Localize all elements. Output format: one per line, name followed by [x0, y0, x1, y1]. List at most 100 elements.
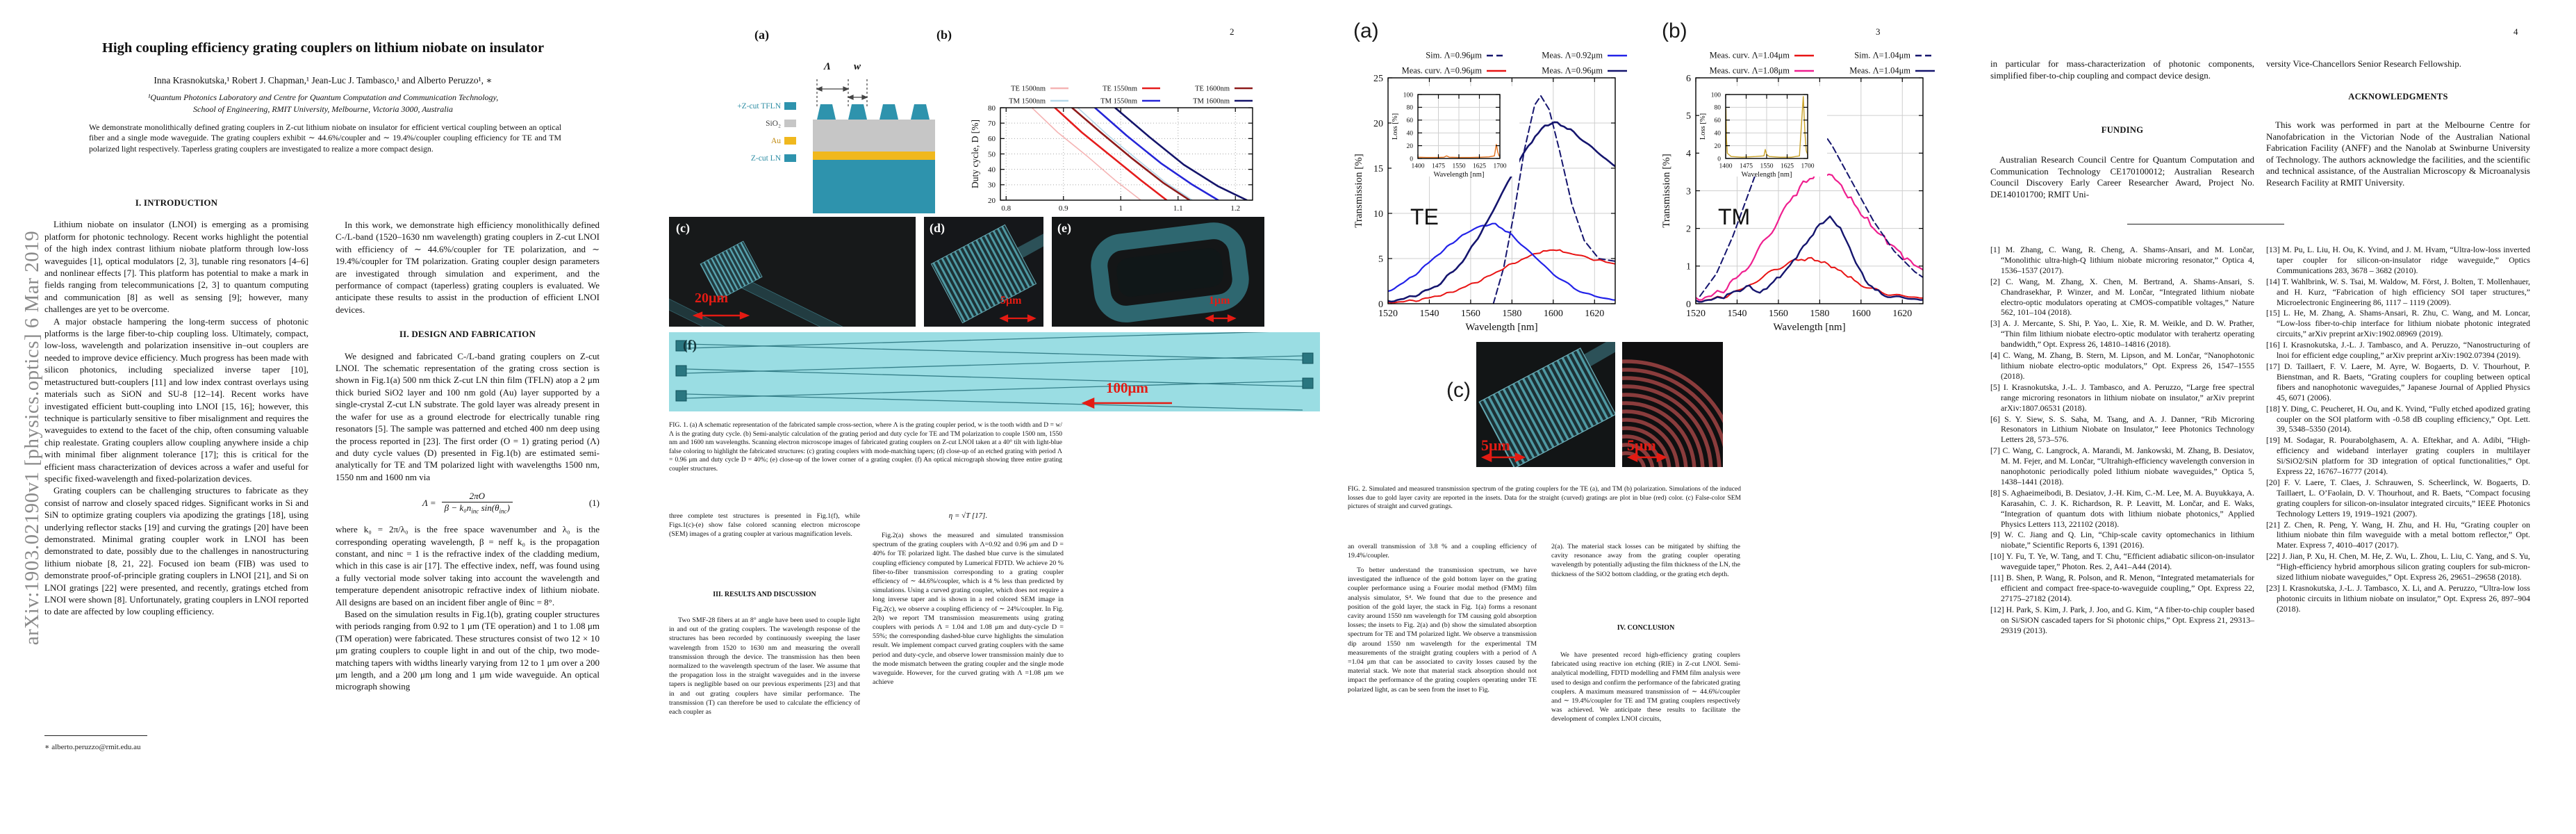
svg-text:1: 1	[1686, 262, 1691, 272]
funding-paragraph: Australian Research Council Centre for Q…	[1990, 154, 2254, 199]
svg-text:60: 60	[1715, 117, 1722, 124]
section-heading-results: III. RESULTS AND DISCUSSION	[713, 591, 816, 598]
fig2c-straight-grating-sem	[1476, 342, 1615, 467]
svg-text:25: 25	[1373, 74, 1383, 84]
svg-text:Transmission [%]: Transmission [%]	[1353, 154, 1364, 228]
where-paragraph: where k₀ = 2π/λ₀ is the free space waven…	[336, 524, 600, 607]
svg-text:TM 1600nm: TM 1600nm	[1193, 98, 1230, 106]
fig1a-layer-legend: +Z-cut TFLN SiO₂ Au Z-cut LN	[735, 97, 796, 167]
fig1b-duty-cycle-chart: 0.80.911.11.220304050607080Period, Λ [μm…	[966, 28, 1264, 243]
svg-text:Wavelength [nm]: Wavelength [nm]	[1773, 322, 1845, 333]
svg-text:20: 20	[1407, 143, 1414, 150]
fig1a-width-label: w	[854, 61, 861, 72]
svg-text:0: 0	[1410, 156, 1413, 163]
svg-text:Loss [%]: Loss [%]	[1699, 113, 1707, 140]
reference-item: [14] T. Wahlbrink, W. S. Tsai, M. Waldow…	[2266, 276, 2530, 307]
fig1-panel-c-label: (c)	[676, 221, 690, 235]
this-work-paragraph: In this work, we demonstrate high effici…	[336, 220, 600, 315]
svg-text:1700: 1700	[1801, 163, 1815, 170]
acknowledgments-heading: ACKNOWLEDGMENTS	[2348, 92, 2448, 101]
svg-text:1520: 1520	[1378, 309, 1398, 319]
svg-text:80: 80	[1407, 105, 1414, 112]
fig2c-straight-scale-label: 5μm	[1481, 436, 1510, 454]
svg-text:1400: 1400	[1719, 163, 1733, 170]
reference-item: [22] J. Jian, P. Xu, H. Chen, M. He, Z. …	[2266, 551, 2530, 582]
svg-text:100: 100	[1403, 92, 1414, 99]
svg-text:1625: 1625	[1473, 163, 1486, 170]
page-number-4: 4	[2513, 26, 2518, 37]
svg-text:1520: 1520	[1686, 309, 1706, 319]
svg-text:1.1: 1.1	[1173, 204, 1183, 213]
section-heading-introduction: I. INTRODUCTION	[135, 197, 218, 208]
svg-text:40: 40	[1715, 131, 1722, 138]
intro-paragraph-3: Grating couplers can be challenging stru…	[44, 485, 308, 617]
abstract: We demonstrate monolithically defined gr…	[89, 122, 561, 154]
footnote-rule	[44, 735, 147, 737]
svg-text:Transmission [%]: Transmission [%]	[1661, 154, 1672, 228]
svg-text:TE 1550nm: TE 1550nm	[1103, 85, 1137, 93]
reference-item: [9] W. C. Jiang and Q. Lin, “Chip-scale …	[1990, 530, 2254, 550]
fig1a-layer-color-chip	[784, 102, 796, 110]
fig2c-curved-grating-sem	[1622, 342, 1723, 467]
svg-text:Sim. Λ=1.04μm: Sim. Λ=1.04μm	[1854, 51, 1910, 60]
svg-text:Wavelength [nm]: Wavelength [nm]	[1434, 171, 1485, 179]
fig2-panel-a-label: (a)	[1353, 19, 1379, 42]
fig1d-scale-bar-label: 5μm	[1000, 295, 1022, 306]
page3-col2-continuation: 2(a). The material stack losses can be m…	[1551, 543, 1740, 578]
svg-text:80: 80	[1715, 105, 1722, 112]
fig1a-layer-label: +Z-cut TFLN	[737, 101, 781, 111]
page1-column-1: I. INTRODUCTION Lithium niobate on insul…	[44, 197, 308, 618]
svg-text:1550: 1550	[1760, 163, 1774, 170]
page3-col1-continuation: an overall transmission of 3.8 % and a c…	[1348, 543, 1537, 560]
reference-item: [7] C. Wang, C. Langrock, A. Marandi, M.…	[1990, 445, 2254, 486]
authors-line: Inna Krasnokutska,¹ Robert J. Chapman,¹ …	[154, 75, 493, 85]
footnote-email: ∗ alberto.peruzzo@rmit.edu.au	[44, 743, 141, 751]
page2-col1-paragraph: Two SMF-28 fibers at an 8° angle have be…	[669, 616, 860, 717]
svg-text:0.9: 0.9	[1059, 204, 1068, 213]
page2-col1-continuation: three complete test structures is presen…	[669, 512, 860, 539]
svg-text:10: 10	[1373, 209, 1383, 220]
svg-text:1400: 1400	[1412, 163, 1425, 170]
svg-text:15: 15	[1373, 164, 1383, 174]
svg-text:1540: 1540	[1727, 309, 1747, 319]
fig2-caption: FIG. 2. Simulated and measured transmiss…	[1348, 486, 1741, 511]
svg-text:4: 4	[1686, 149, 1691, 159]
svg-text:60: 60	[988, 135, 996, 143]
page2-col2-paragraph: Fig.2(a) shows the measured and simulate…	[873, 532, 1064, 687]
reference-item: [21] Z. Chen, R. Peng, Y. Wang, H. Zhu, …	[2266, 519, 2530, 550]
equation-number: (1)	[588, 498, 600, 509]
affiliation-line-2: School of Engineering, RMIT University, …	[193, 104, 453, 114]
reference-item: [17] D. Taillaert, F. V. Laere, M. Ayre,…	[2266, 361, 2530, 402]
reference-item: [5] I. Krasnokutska, J.-L. J. Tambasco, …	[1990, 382, 2254, 413]
svg-text:Wavelength [nm]: Wavelength [nm]	[1742, 171, 1792, 179]
svg-text:Meas. Λ=0.96μm: Meas. Λ=0.96μm	[1542, 66, 1603, 76]
svg-text:Sim. Λ=0.96μm: Sim. Λ=0.96μm	[1426, 51, 1482, 60]
page3-col1-paragraph: To better understand the transmission sp…	[1348, 566, 1537, 694]
svg-text:20: 20	[988, 197, 996, 205]
svg-text:80: 80	[988, 104, 996, 113]
svg-text:0: 0	[1686, 300, 1691, 310]
fig1d-sem-image	[924, 217, 1043, 327]
reference-item: [18] Y. Ding, C. Peucheret, H. Ou, and K…	[2266, 403, 2530, 434]
svg-text:0: 0	[1717, 156, 1721, 163]
fig1a-layer-label: SiO₂	[766, 119, 781, 128]
fig2-panel-b-label: (b)	[1662, 19, 1687, 42]
reference-item: [12] H. Park, S. Kim, J. Park, J. Joo, a…	[1990, 604, 2254, 635]
svg-text:1475: 1475	[1740, 163, 1753, 170]
svg-text:70: 70	[988, 120, 996, 128]
svg-text:Meas. Λ=1.04μm: Meas. Λ=1.04μm	[1849, 66, 1910, 76]
svg-text:1580: 1580	[1810, 309, 1829, 319]
section-heading-conclusion: IV. CONCLUSION	[1617, 624, 1675, 632]
reference-item: [11] B. Shen, P. Wang, R. Polson, and R.…	[1990, 573, 2254, 603]
svg-text:Meas. curv. Λ=0.96μm: Meas. curv. Λ=0.96μm	[1402, 66, 1483, 76]
fig1c-scale-bar-label: 20μm	[695, 291, 728, 306]
svg-text:TE 1500nm: TE 1500nm	[1011, 85, 1046, 93]
svg-text:1620: 1620	[1892, 309, 1912, 319]
fig2a-te-transmission-chart: 1520 1540 1560 1580 1600 1620 0 5 10 15 20 25 Wavele…	[1351, 19, 1629, 339]
page-number-2: 2	[1230, 26, 1235, 37]
svg-text:TM 1550nm: TM 1550nm	[1100, 98, 1137, 106]
svg-text:40: 40	[988, 166, 996, 174]
svg-text:0: 0	[1378, 300, 1383, 310]
intro-paragraph-2: A major obstacle hampering the long-term…	[44, 316, 308, 484]
